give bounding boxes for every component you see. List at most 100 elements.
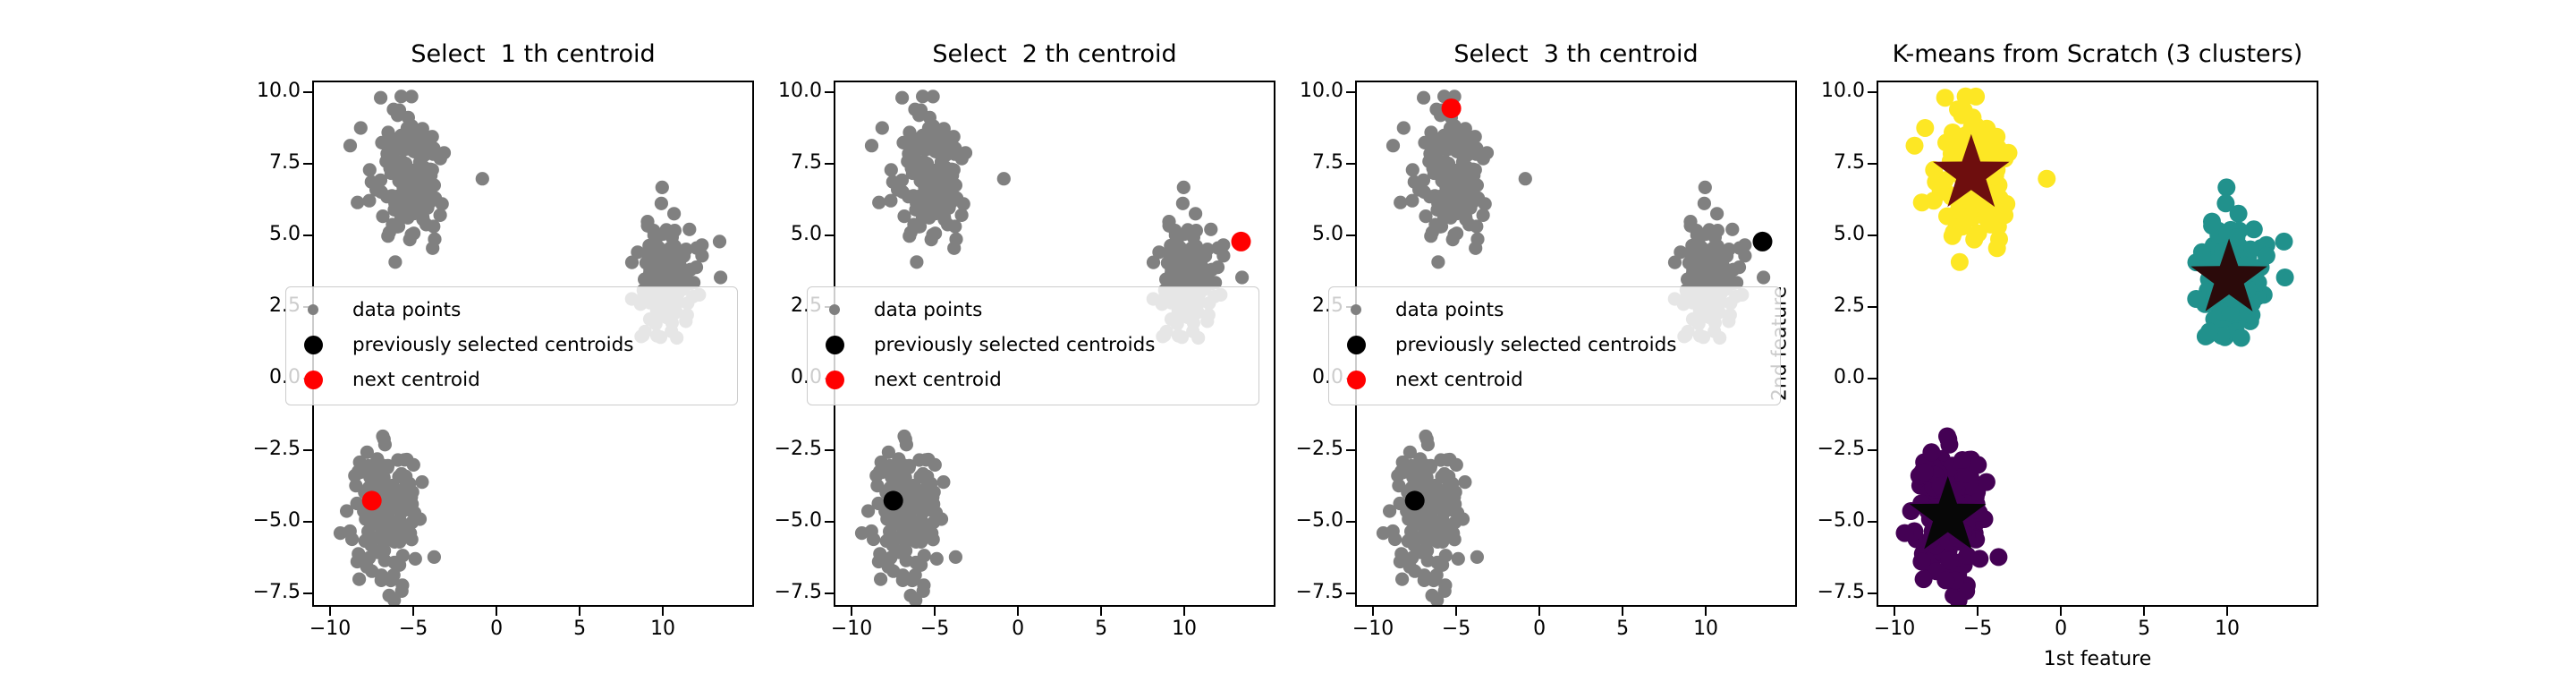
data-point <box>1698 262 1712 277</box>
data-point <box>924 170 938 184</box>
data-point <box>2223 289 2241 308</box>
data-point <box>1950 200 1968 219</box>
data-point <box>908 531 922 545</box>
data-point <box>643 295 657 310</box>
x-tick-label: 0 <box>1533 618 1546 640</box>
data-point <box>1453 177 1468 192</box>
y-tick-mark <box>1346 91 1355 94</box>
data-point <box>1955 133 1974 152</box>
data-point <box>1194 258 1208 273</box>
data-point <box>928 457 942 472</box>
data-point <box>405 497 419 511</box>
data-point <box>399 158 413 172</box>
data-point <box>1169 264 1183 278</box>
data-point <box>676 282 691 296</box>
data-point <box>381 229 395 243</box>
data-point <box>1936 89 1954 107</box>
data-point <box>914 130 928 144</box>
data-point <box>375 520 389 534</box>
y-tick-label: 10.0 <box>257 80 301 103</box>
data-point <box>647 228 661 243</box>
data-point <box>1706 283 1720 297</box>
data-point <box>1156 329 1170 344</box>
data-point <box>1961 467 1979 486</box>
data-point <box>659 310 674 325</box>
data-point <box>411 193 426 208</box>
data-point <box>363 533 377 547</box>
data-point <box>920 158 935 172</box>
y-tick-label: 0.0 <box>269 366 301 389</box>
data-point <box>871 554 886 569</box>
data-point <box>948 178 962 192</box>
data-point <box>1965 500 1984 519</box>
subplot-1-title: Select 1 th centroid <box>411 40 656 68</box>
data-point <box>1395 572 1410 586</box>
data-point <box>1177 226 1191 242</box>
data-point <box>1442 166 1456 181</box>
data-point <box>1965 167 1983 186</box>
data-point <box>1455 141 1470 155</box>
data-point <box>944 131 958 145</box>
data-point <box>386 133 400 148</box>
data-point <box>343 139 358 153</box>
data-point <box>2219 277 2238 296</box>
data-point <box>387 555 402 570</box>
data-point <box>1444 210 1458 225</box>
data-point <box>1681 324 1695 339</box>
data-point <box>1455 183 1470 198</box>
data-point <box>1200 243 1215 257</box>
data-point <box>1989 176 2008 194</box>
data-point <box>1932 479 1951 498</box>
y-tick-label: −2.5 <box>1295 438 1343 460</box>
data-point <box>1958 153 1977 172</box>
data-point <box>1455 199 1470 213</box>
data-point <box>914 558 928 572</box>
subplot-1-plot <box>333 90 728 605</box>
data-point <box>1182 292 1197 306</box>
data-point <box>1936 504 1954 523</box>
data-point <box>1181 273 1195 287</box>
data-point <box>1416 544 1430 558</box>
data-point <box>1164 244 1178 259</box>
data-point <box>1699 289 1714 303</box>
data-point <box>894 469 909 483</box>
data-point <box>364 499 379 514</box>
y-tick-mark <box>303 163 312 166</box>
gray-dot-icon <box>295 304 331 315</box>
data-point <box>909 593 923 605</box>
data-point <box>1691 317 1706 331</box>
x-tick-label: −10 <box>309 618 352 640</box>
data-point <box>1690 268 1705 282</box>
data-point <box>1188 301 1202 315</box>
data-point <box>2218 294 2237 312</box>
data-point <box>934 183 948 198</box>
y-tick-label: 5.0 <box>1312 223 1343 246</box>
x-tick-mark <box>1183 607 1186 616</box>
y-tick-mark <box>1346 378 1355 380</box>
data-point <box>659 296 674 311</box>
data-point <box>390 219 404 234</box>
data-point <box>386 501 401 516</box>
data-point <box>1454 132 1469 147</box>
data-point <box>1434 108 1448 123</box>
data-point <box>624 292 639 306</box>
data-point <box>1988 217 2007 235</box>
data-point <box>2227 313 2246 332</box>
data-point <box>1979 146 1998 165</box>
data-point <box>948 141 962 156</box>
data-point <box>684 276 699 290</box>
data-point <box>864 524 878 539</box>
data-point <box>1421 136 1436 150</box>
data-point <box>365 499 379 514</box>
data-point <box>1407 515 1421 529</box>
data-point <box>1420 438 1435 452</box>
data-point <box>1996 206 2014 225</box>
data-point <box>1692 328 1707 343</box>
y-tick-mark <box>1868 449 1877 451</box>
y-tick-label: 10.0 <box>1821 80 1865 103</box>
data-point <box>1924 478 1943 497</box>
data-point <box>1182 261 1197 276</box>
data-point <box>2224 259 2243 277</box>
data-point <box>1427 524 1441 539</box>
data-point <box>1976 189 1995 208</box>
